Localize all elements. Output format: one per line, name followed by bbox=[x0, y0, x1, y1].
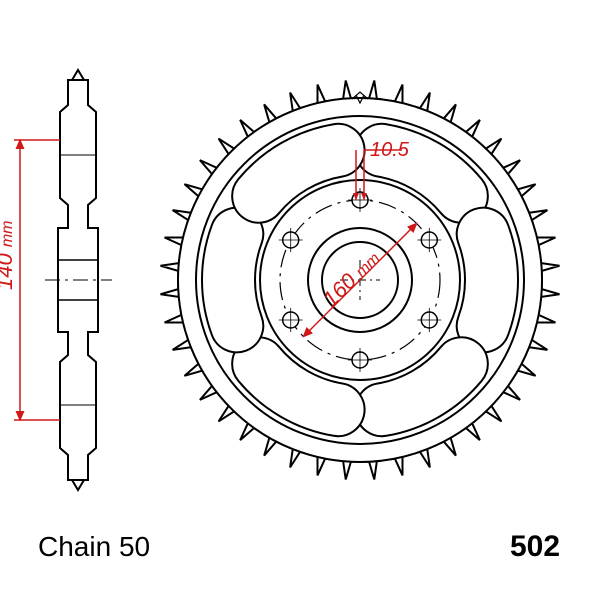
part-number: 502 bbox=[510, 530, 560, 563]
sprocket-svg: 140 mm 160 mm 10.5 Chain 50 502 bbox=[0, 0, 600, 600]
diagram-canvas: 140 mm 160 mm 10.5 Chain 50 502 bbox=[0, 0, 600, 600]
side-view bbox=[45, 70, 112, 490]
dim-10-5-label: 10.5 bbox=[370, 139, 410, 161]
dim-140-label: 140 mm bbox=[0, 221, 17, 291]
chain-label: Chain 50 bbox=[38, 531, 150, 562]
